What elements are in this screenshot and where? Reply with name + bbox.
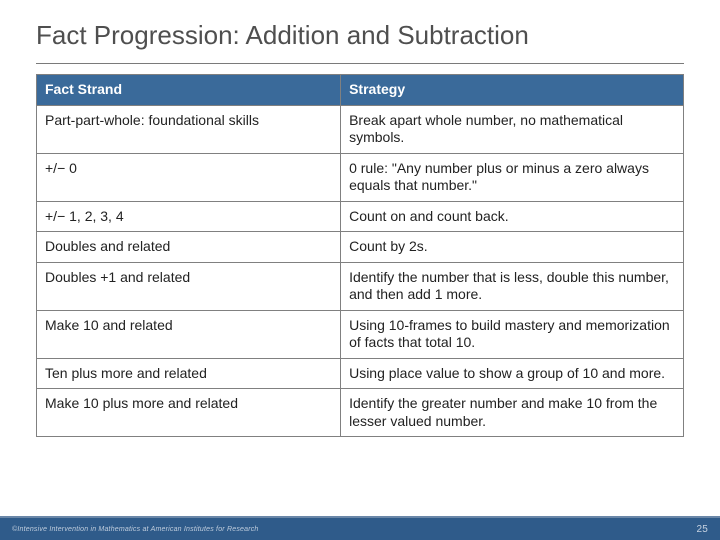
fact-table: Fact Strand Strategy Part-part-whole: fo… (36, 74, 684, 437)
footer-bar: ©Intensive Intervention in Mathematics a… (0, 518, 720, 540)
table-row: +/− 1, 2, 3, 4 Count on and count back. (37, 201, 684, 232)
cell-strategy: Identify the number that is less, double… (341, 262, 684, 310)
cell-strategy: Count by 2s. (341, 232, 684, 263)
cell-fact-strand: Part-part-whole: foundational skills (37, 105, 341, 153)
cell-fact-strand: +/− 0 (37, 153, 341, 201)
content-area: Fact Strand Strategy Part-part-whole: fo… (0, 74, 720, 516)
cell-strategy: 0 rule: "Any number plus or minus a zero… (341, 153, 684, 201)
cell-fact-strand: Doubles and related (37, 232, 341, 263)
page-number: 25 (696, 524, 708, 535)
page-title: Fact Progression: Addition and Subtracti… (36, 20, 684, 51)
title-area: Fact Progression: Addition and Subtracti… (0, 0, 720, 57)
cell-strategy: Break apart whole number, no mathematica… (341, 105, 684, 153)
table-row: Make 10 and related Using 10-frames to b… (37, 310, 684, 358)
slide: Fact Progression: Addition and Subtracti… (0, 0, 720, 540)
cell-strategy: Identify the greater number and make 10 … (341, 389, 684, 437)
cell-fact-strand: Make 10 and related (37, 310, 341, 358)
table-row: Make 10 plus more and related Identify t… (37, 389, 684, 437)
table-row: Doubles and related Count by 2s. (37, 232, 684, 263)
cell-fact-strand: +/− 1, 2, 3, 4 (37, 201, 341, 232)
table-header-row: Fact Strand Strategy (37, 75, 684, 106)
table-body: Part-part-whole: foundational skills Bre… (37, 105, 684, 437)
footer-copyright: ©Intensive Intervention in Mathematics a… (12, 526, 259, 533)
cell-fact-strand: Doubles +1 and related (37, 262, 341, 310)
col-header-fact-strand: Fact Strand (37, 75, 341, 106)
col-header-strategy: Strategy (341, 75, 684, 106)
cell-fact-strand: Make 10 plus more and related (37, 389, 341, 437)
cell-strategy: Using place value to show a group of 10 … (341, 358, 684, 389)
cell-fact-strand: Ten plus more and related (37, 358, 341, 389)
title-rule (36, 63, 684, 64)
table-row: Ten plus more and related Using place va… (37, 358, 684, 389)
table-row: +/− 0 0 rule: "Any number plus or minus … (37, 153, 684, 201)
table-row: Doubles +1 and related Identify the numb… (37, 262, 684, 310)
cell-strategy: Count on and count back. (341, 201, 684, 232)
table-row: Part-part-whole: foundational skills Bre… (37, 105, 684, 153)
cell-strategy: Using 10-frames to build mastery and mem… (341, 310, 684, 358)
